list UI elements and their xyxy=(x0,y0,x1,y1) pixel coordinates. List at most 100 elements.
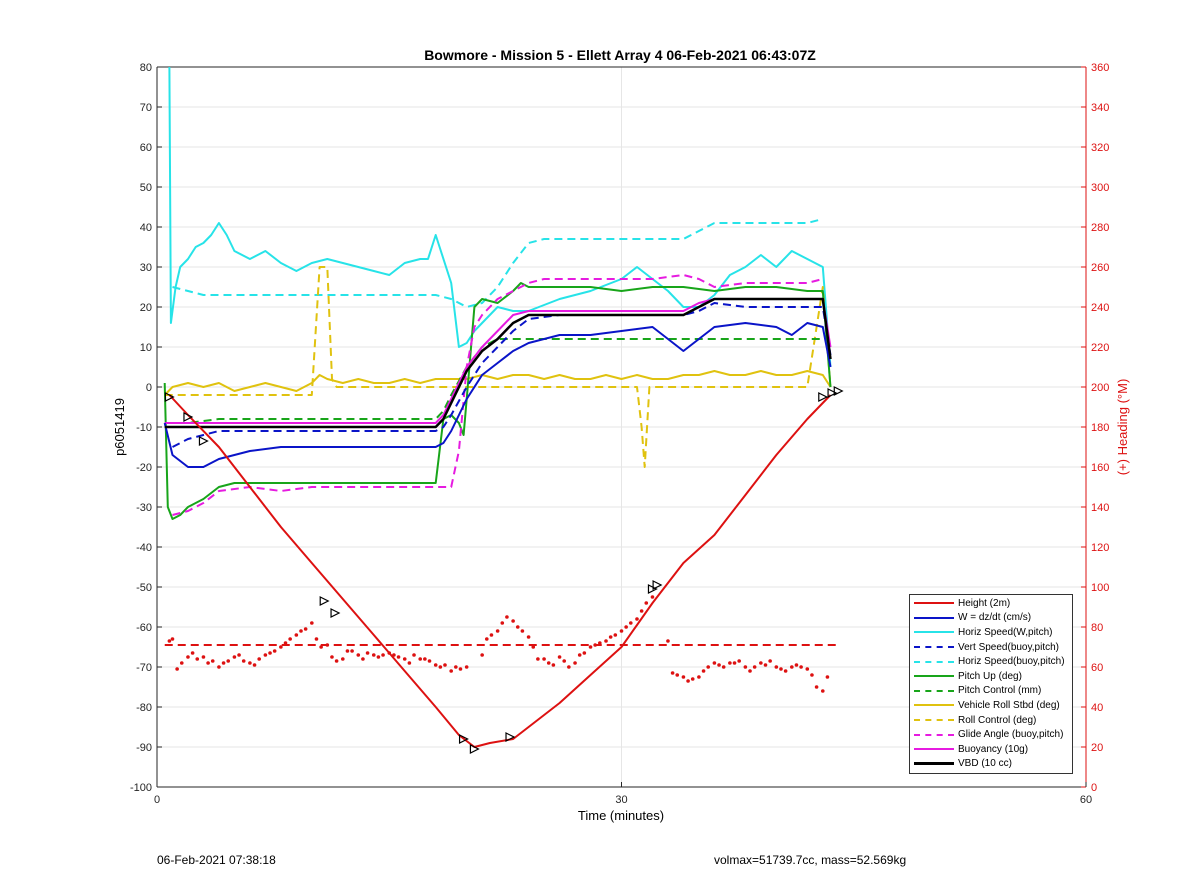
heading-point xyxy=(666,639,670,643)
heading-point xyxy=(314,637,319,641)
legend-swatch xyxy=(914,631,954,634)
heading-point xyxy=(396,655,401,659)
heading-point xyxy=(241,659,246,663)
heading-point xyxy=(670,671,675,675)
legend-label: Pitch Up (deg) xyxy=(958,670,1022,682)
heading-point xyxy=(268,651,272,655)
heading-point xyxy=(737,659,741,663)
heading-point xyxy=(675,673,680,677)
heading-point xyxy=(820,689,825,693)
heading-point xyxy=(443,663,447,667)
legend-swatch xyxy=(914,762,954,766)
heading-point xyxy=(454,665,458,669)
heading-point xyxy=(210,659,215,663)
heading-point xyxy=(588,645,593,649)
heading-point xyxy=(330,655,334,659)
legend-label: Glide Angle (buoy,pitch) xyxy=(958,729,1064,741)
heading-point xyxy=(252,663,257,667)
heading-point xyxy=(763,663,768,667)
dive-marker xyxy=(458,734,469,744)
legend-label: Horiz Speed(buoy,pitch) xyxy=(958,656,1065,668)
legend-item: VBD (10 cc) xyxy=(914,757,1072,772)
legend-item: Pitch Up (deg) xyxy=(914,669,1072,684)
heading-point xyxy=(288,637,292,641)
legend-swatch xyxy=(914,602,954,605)
legend-label: Vehicle Roll Stbd (deg) xyxy=(958,699,1060,711)
heading-point xyxy=(407,661,412,665)
heading-point xyxy=(712,661,717,665)
legend-item: W = dz/dt (cm/s) xyxy=(914,611,1072,626)
y-tick-label: 70 xyxy=(140,102,152,114)
heading-point xyxy=(433,663,438,667)
heading-point xyxy=(697,675,701,679)
heading-point xyxy=(650,595,655,599)
heading-point xyxy=(345,649,350,653)
y-tick-label: -80 xyxy=(136,702,152,714)
heading-point xyxy=(175,667,179,671)
y-tick-label: 40 xyxy=(140,222,152,234)
y2-tick-label: 180 xyxy=(1091,422,1109,434)
heading-point xyxy=(536,657,540,661)
heading-point xyxy=(690,677,695,681)
y2-tick-label: 20 xyxy=(1091,742,1103,754)
heading-point xyxy=(752,665,757,669)
heading-point xyxy=(743,665,748,669)
heading-point xyxy=(681,675,686,679)
heading-point xyxy=(531,645,536,649)
y-tick-label: -40 xyxy=(136,542,152,554)
y2-tick-label: 80 xyxy=(1091,622,1103,634)
heading-point xyxy=(520,629,525,633)
y2-tick-label: 300 xyxy=(1091,182,1109,194)
y2-tick-label: 60 xyxy=(1091,662,1103,674)
heading-point xyxy=(774,665,779,669)
y-tick-label: 20 xyxy=(140,302,152,314)
heading-point xyxy=(573,661,577,665)
dive-marker xyxy=(198,436,209,446)
heading-point xyxy=(728,661,732,665)
heading-point xyxy=(546,661,551,665)
dive-marker xyxy=(505,732,516,742)
heading-point xyxy=(418,657,423,661)
y-axis-label: p6051419 xyxy=(112,398,127,456)
heading-point xyxy=(217,665,221,669)
dive-marker xyxy=(183,412,194,422)
y2-tick-label: 100 xyxy=(1091,582,1109,594)
heading-point xyxy=(577,653,582,657)
heading-point xyxy=(759,661,763,665)
legend-item: Pitch Control (mm) xyxy=(914,684,1072,699)
y2-tick-label: 240 xyxy=(1091,302,1109,314)
heading-point xyxy=(500,621,505,625)
dive-marker xyxy=(164,392,175,402)
heading-point xyxy=(341,657,345,661)
heading-point xyxy=(619,629,624,633)
heading-point xyxy=(562,659,567,663)
heading-point xyxy=(299,629,303,633)
y2-tick-label: 40 xyxy=(1091,702,1103,714)
y-tick-label: 10 xyxy=(140,342,152,354)
heading-point xyxy=(557,655,562,659)
y2-tick-label: 160 xyxy=(1091,462,1109,474)
heading-point xyxy=(489,633,494,637)
series-line-2 xyxy=(168,66,832,368)
y2-tick-label: 340 xyxy=(1091,102,1109,114)
heading-point xyxy=(449,669,453,673)
y2-tick-label: 320 xyxy=(1091,142,1109,154)
heading-point xyxy=(438,665,443,669)
heading-point xyxy=(732,661,737,665)
legend-label: Vert Speed(buoy,pitch) xyxy=(958,641,1059,653)
heading-point xyxy=(526,635,531,639)
heading-point xyxy=(701,669,706,673)
heading-point xyxy=(644,601,649,605)
legend-swatch xyxy=(914,675,954,678)
heading-point xyxy=(717,663,721,667)
heading-point xyxy=(686,679,690,683)
y-tick-label: -90 xyxy=(136,742,152,754)
legend-item: Buoyancy (10g) xyxy=(914,742,1072,757)
dive-marker xyxy=(469,744,480,754)
series-line-7 xyxy=(163,370,832,396)
dive-marker xyxy=(647,584,658,594)
y2-tick-label: 280 xyxy=(1091,222,1109,234)
heading-point xyxy=(319,645,323,649)
heading-point xyxy=(179,661,184,665)
